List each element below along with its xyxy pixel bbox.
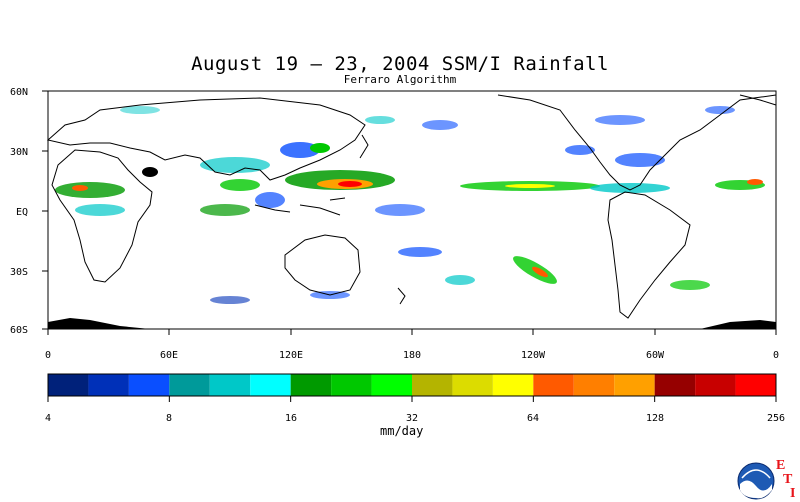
colorbar-tick-label: 64 — [527, 413, 539, 424]
caspian-sea — [142, 167, 158, 177]
lat-label: 60S — [10, 325, 28, 336]
colorbar-tick-label: 8 — [166, 413, 172, 424]
colorbar-swatch — [695, 374, 736, 396]
colorbar-swatch — [412, 374, 453, 396]
colorbar-units: mm/day — [380, 424, 424, 438]
colorbar-tick-label: 128 — [646, 413, 664, 424]
colorbar — [47, 373, 777, 402]
colorbar-swatch — [614, 374, 655, 396]
colorbar-swatch — [88, 374, 129, 396]
colorbar-swatch — [48, 374, 89, 396]
eti-letter: E — [776, 458, 786, 473]
map-subtitle: Ferraro Algorithm — [343, 73, 457, 86]
lat-label: EQ — [16, 207, 28, 218]
colorbar-swatch — [331, 374, 372, 396]
lat-label: 30S — [10, 267, 28, 278]
lat-label: 60N — [10, 87, 28, 98]
colorbar-swatch — [452, 374, 493, 396]
lon-label: 0 — [773, 350, 779, 361]
latitude-axis: 60N 30N EQ 30S 60S — [10, 87, 48, 336]
colorbar-tick-label: 256 — [767, 413, 785, 424]
antarctica-east — [700, 320, 776, 329]
colorbar-tick-label: 4 — [45, 413, 51, 424]
lon-label: 60E — [160, 350, 178, 361]
colorbar-swatch — [169, 374, 210, 396]
lon-label: 0 — [45, 350, 51, 361]
colorbar-swatch — [492, 374, 534, 396]
colorbar-swatch — [290, 374, 332, 396]
lon-label: 120W — [521, 350, 546, 361]
antarctica — [48, 318, 150, 329]
eti-letter: I — [790, 486, 796, 501]
longitude-axis: 0 60E 120E 180 120W 60W 0 — [45, 329, 779, 361]
colorbar-swatch — [209, 374, 251, 396]
map-title: August 19 – 23, 2004 SSM/I Rainfall — [191, 53, 609, 75]
colorbar-swatch — [533, 374, 574, 396]
colorbar-tick-label: 16 — [285, 413, 297, 424]
coastlines — [46, 94, 777, 319]
colorbar-tick-label: 32 — [406, 413, 418, 424]
lon-label: 180 — [403, 350, 421, 361]
lon-label: 120E — [279, 350, 303, 361]
colorbar-swatch — [371, 374, 412, 396]
colorbar-swatch — [654, 374, 696, 396]
colorbar-swatch — [128, 374, 170, 396]
eti-letter: T — [783, 472, 793, 487]
noaa-logo — [737, 462, 775, 500]
colorbar-swatch — [250, 374, 291, 396]
lon-label: 60W — [646, 350, 665, 361]
colorbar-swatch — [573, 374, 615, 396]
colorbar-swatch — [735, 374, 776, 396]
colorbar-labels: 4 8 16 32 64 128 256 — [45, 413, 785, 424]
lat-label: 30N — [10, 147, 28, 158]
